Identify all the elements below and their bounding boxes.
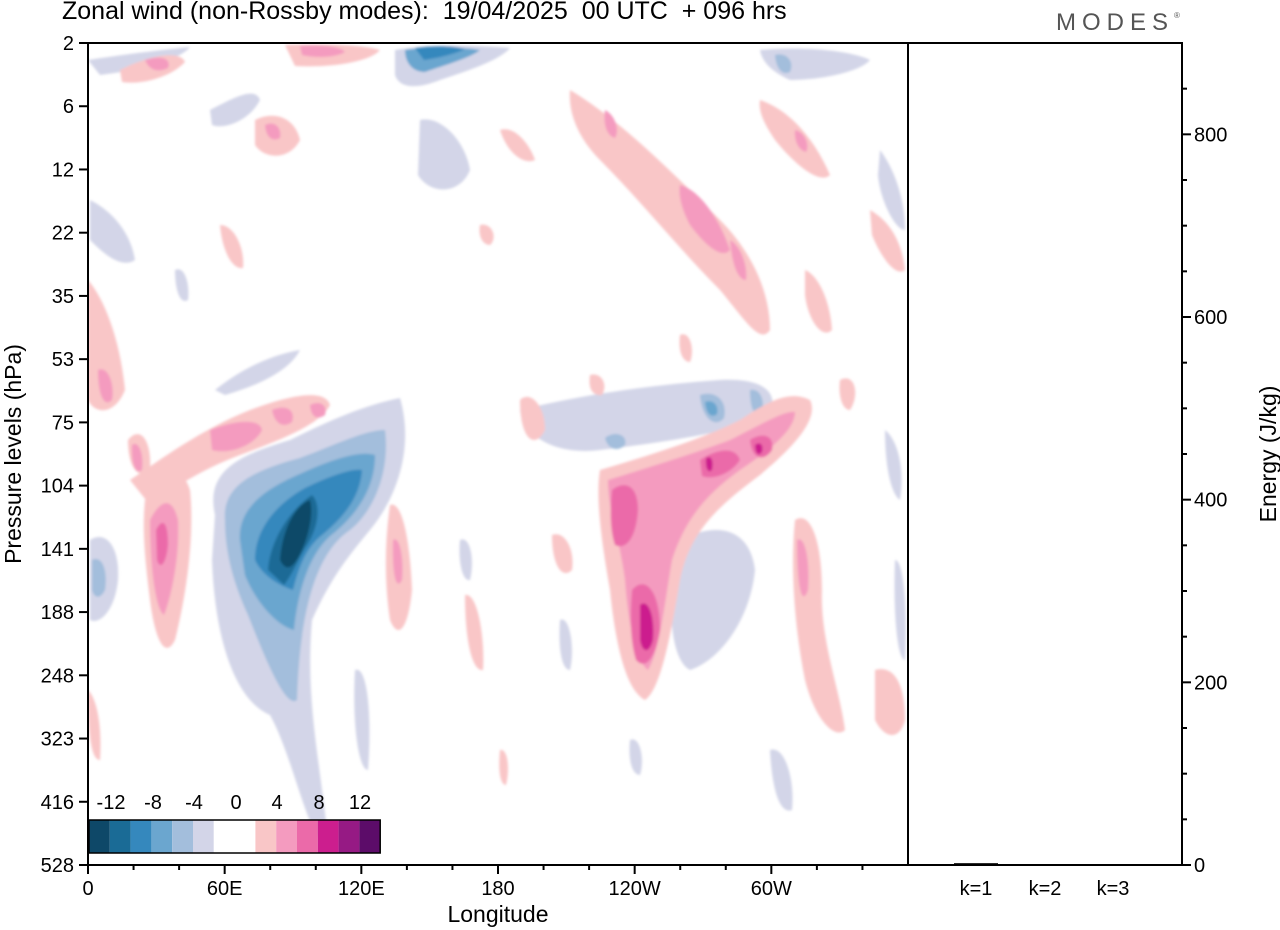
y-tick-label: 53: [52, 349, 74, 371]
y-tick-label: 104: [41, 476, 74, 498]
colorbar-swatch: [213, 820, 235, 853]
colorbar-label: 0: [230, 792, 241, 814]
y-tick-label: 416: [41, 792, 74, 814]
colorbar-label: 12: [349, 792, 371, 814]
y-tick-label: 188: [41, 602, 74, 624]
modes-logo: MODES®: [1056, 9, 1180, 36]
x-tick-label: 60E: [207, 878, 243, 900]
energy-tick-label: 800: [1194, 124, 1227, 146]
energy-tick-label: 0: [1194, 855, 1205, 877]
energy-bar: [1091, 864, 1135, 866]
colorbar-swatch: [193, 820, 214, 853]
y-tick-label: 35: [52, 286, 74, 308]
y-axis-label: Pressure levels (hPa): [0, 344, 26, 564]
y-tick-label: 75: [52, 412, 74, 434]
colorbar-label: 8: [313, 792, 324, 814]
y-tick-label: 2: [63, 33, 74, 55]
colorbar-swatch: [109, 820, 131, 853]
energy-bar: [954, 863, 998, 865]
heatmap-field: [88, 43, 908, 865]
y-tick-label: 12: [52, 159, 74, 181]
colorbar-swatch: [234, 820, 256, 853]
energy-category-label: k=3: [1097, 878, 1130, 900]
colorbar-swatch: [255, 820, 277, 853]
x-tick-label: 120W: [609, 878, 661, 900]
x-tick-label: 120E: [338, 878, 385, 900]
y-tick-label: 323: [41, 729, 74, 751]
colorbar-swatch: [172, 820, 193, 853]
colorbar-label: -12: [97, 792, 126, 814]
colorbar-swatch: [359, 820, 381, 853]
energy-tick-label: 400: [1194, 490, 1227, 512]
x-axis-label: Longitude: [447, 901, 548, 927]
y-tick-label: 248: [41, 665, 74, 687]
colorbar-swatch: [297, 820, 318, 853]
y-tick-label: 22: [52, 223, 74, 245]
energy-axis-ticks: 0 200 400 600 800: [1182, 87, 1227, 877]
energy-frame: [907, 42, 1183, 866]
energy-category-label: k=1: [960, 878, 993, 900]
colorbar-swatch: [151, 820, 173, 853]
x-axis-ticks: 0 60E 120E 180 120W 60W: [82, 865, 864, 900]
y-axis-ticks: 2 6 12 22 35 53 75 104 141 188 248 323 416 528: [41, 33, 88, 877]
colorbar-label: 4: [271, 792, 282, 814]
y-tick-label: 528: [41, 855, 74, 877]
x-tick-label: 0: [82, 878, 93, 900]
colorbar-label: -4: [185, 792, 203, 814]
colorbar-swatch: [130, 820, 152, 853]
y-tick-label: 141: [41, 539, 74, 561]
colorbar-swatch: [89, 820, 110, 853]
colorbar-swatch: [276, 820, 297, 853]
x-tick-label: 180: [481, 878, 514, 900]
energy-bar: [1023, 864, 1067, 866]
colorbar-swatch: [317, 820, 339, 853]
energy-axis-label: Energy (J/kg): [1255, 386, 1280, 523]
colorbar-label: -8: [144, 792, 162, 814]
energy-tick-label: 600: [1194, 307, 1227, 329]
chart-title: Zonal wind (non-Rossby modes): 19/04/202…: [62, 0, 787, 25]
colorbar-swatch: [338, 820, 360, 853]
energy-category-label: k=2: [1029, 878, 1062, 900]
y-tick-label: 6: [63, 96, 74, 118]
energy-bars: k=1 k=2 k=3: [954, 863, 1135, 900]
x-tick-label: 60W: [751, 878, 792, 900]
colorbar: -12 -8 -4 0 4 8 12: [88, 792, 381, 854]
energy-tick-label: 200: [1194, 672, 1227, 694]
